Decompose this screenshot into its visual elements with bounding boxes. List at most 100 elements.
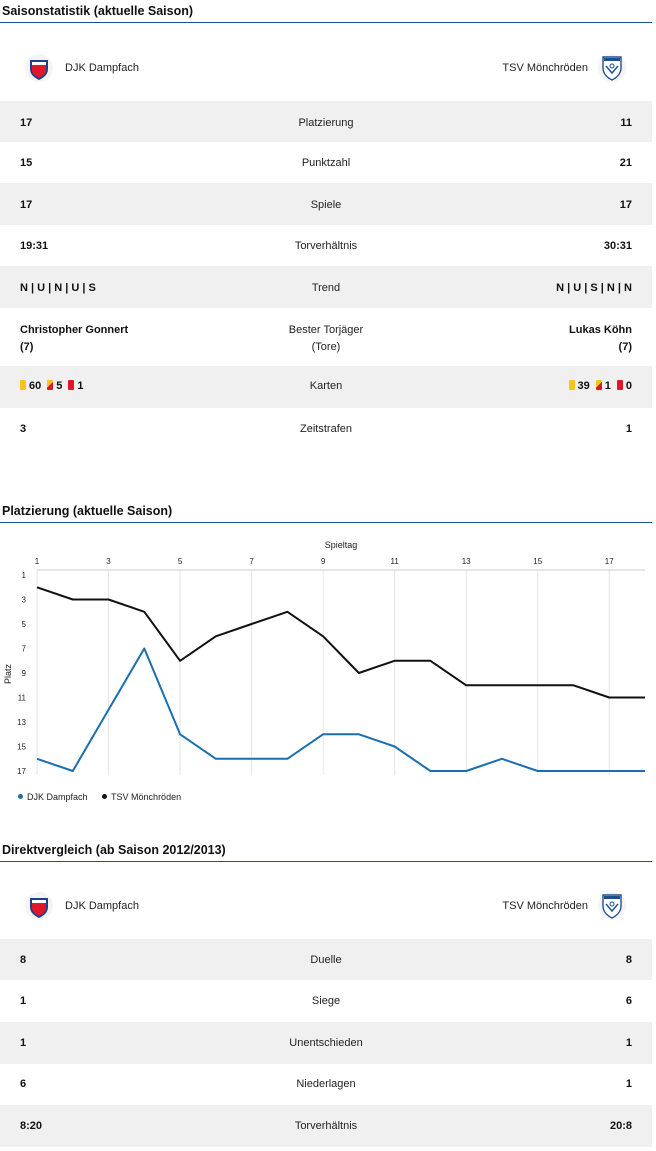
team-header: DJK Dampfach TSV Mönchröden — [0, 45, 652, 95]
stat-label: Spiele — [310, 199, 342, 211]
away-value: 6 — [625, 995, 632, 1007]
home-team-name: DJK Dampfach — [65, 900, 139, 912]
stat-label: Karten — [309, 380, 343, 392]
red-count: 1 — [77, 380, 84, 392]
home-trend: N | U | N | U | S — [20, 282, 96, 294]
away-value: 1 — [625, 1037, 632, 1049]
yellow-red-card-icon — [47, 380, 54, 390]
section-divider — [0, 861, 652, 862]
home-value: 1 — [20, 995, 27, 1007]
legend-label: TSV Mönchröden — [111, 792, 182, 802]
away-value: 17 — [619, 199, 632, 211]
team-header: DJK Dampfach TSV Mönchröden — [0, 883, 652, 933]
stat-label: Torverhältnis — [294, 1120, 358, 1132]
away-value: 30:31 — [603, 240, 632, 252]
stat-row-punktzahl: 15 Punktzahl 21 — [0, 142, 652, 183]
home-value: 6 — [20, 1078, 27, 1090]
chart-legend: DJK Dampfach TSV Mönchröden — [18, 792, 193, 802]
stat-label: Zeitstrafen — [300, 423, 352, 435]
stat-row-platzierung: 17 Platzierung 11 — [0, 101, 652, 142]
y-tick-label: 11 — [18, 694, 27, 703]
stat-label: Unentschieden — [289, 1037, 363, 1049]
yellow-count: 60 — [29, 380, 42, 392]
x-tick-label: 13 — [462, 557, 471, 566]
y-axis-label: Platz — [3, 663, 13, 684]
yellow-red-card-icon — [595, 380, 602, 390]
away-value: 21 — [619, 157, 632, 169]
djk-dampfach-crest-icon — [25, 54, 53, 82]
standings-chart-title: Platzierung (aktuelle Saison) — [2, 504, 173, 518]
series-line-moenchroeden — [36, 586, 645, 699]
x-tick-label: 7 — [249, 557, 254, 566]
tsv-moenchroeden-crest-icon — [598, 54, 626, 82]
tsv-moenchroeden-crest-icon — [598, 892, 626, 920]
away-team-name: TSV Mönchröden — [502, 900, 588, 912]
legend-item-moenchroeden[interactable]: TSV Mönchröden — [102, 792, 181, 802]
home-team-name: DJK Dampfach — [65, 62, 139, 74]
y-tick-label: 15 — [17, 743, 26, 752]
red-count: 0 — [625, 380, 632, 392]
head-to-head-title: Direktvergleich (ab Saison 2012/2013) — [2, 843, 226, 857]
stat-row-top-scorer: Christopher Gonnert (7) Bester Torjäger … — [0, 308, 652, 366]
x-tick-label: 3 — [106, 557, 111, 566]
away-top-scorer-name: Lukas Köhn — [569, 324, 632, 336]
red-card-icon — [68, 380, 75, 390]
x-tick-label: 5 — [178, 557, 183, 566]
y-tick-label: 13 — [17, 718, 26, 727]
season-stats-title: Saisonstatistik (aktuelle Saison) — [2, 4, 194, 18]
home-value: 17 — [20, 199, 33, 211]
away-value: 20:8 — [609, 1120, 632, 1132]
away-cards: 39 1 0 — [568, 380, 632, 392]
stat-row-karten: 60 5 1 Karten 39 1 0 — [0, 366, 652, 408]
chart-series — [36, 586, 645, 772]
stat-label: Platzierung — [298, 117, 354, 129]
y-tick-label: 5 — [22, 620, 27, 629]
x-tick-labels: 1 3 5 7 9 11 13 15 17 — [35, 557, 614, 566]
stat-row-zeitstrafen: 3 Zeitstrafen 1 — [0, 408, 652, 450]
x-axis-label: Spieltag — [325, 540, 358, 550]
series-line-dampfach — [36, 647, 645, 772]
h2h-row-duelle: 8 Duelle 8 — [0, 939, 652, 980]
stat-row-spiele: 17 Spiele 17 — [0, 183, 652, 225]
home-value: 15 — [20, 157, 33, 169]
stat-label: Duelle — [310, 954, 342, 966]
home-value: 19:31 — [20, 240, 49, 252]
away-trend: N | U | S | N | N — [556, 282, 632, 294]
stat-label: Torverhältnis — [294, 240, 358, 252]
h2h-row-siege: 1 Siege 6 — [0, 980, 652, 1022]
stat-label: Siege — [311, 995, 341, 1007]
home-value: 1 — [20, 1037, 27, 1049]
away-value: 1 — [625, 1078, 632, 1090]
away-team-name: TSV Mönchröden — [502, 62, 588, 74]
y-tick-label: 3 — [22, 596, 27, 605]
y-tick-label: 17 — [17, 767, 26, 776]
stat-label: Punktzahl — [301, 157, 351, 169]
x-tick-label: 15 — [533, 557, 542, 566]
home-cards: 60 5 1 — [20, 380, 84, 392]
home-value: 17 — [20, 117, 33, 129]
chart-grid — [36, 569, 645, 775]
x-tick-label: 11 — [390, 557, 399, 566]
djk-dampfach-crest-icon — [25, 892, 53, 920]
standings-line-chart: Spieltag Platz 1 3 5 7 9 11 13 15 17 13579111315… — [3, 540, 645, 776]
section-divider — [0, 22, 652, 23]
yellow-count: 39 — [577, 380, 590, 392]
away-value: 1 — [625, 423, 632, 435]
away-top-scorer-goals: (7) — [618, 341, 632, 353]
legend-item-dampfach[interactable]: DJK Dampfach — [18, 792, 88, 802]
x-tick-label: 9 — [321, 557, 326, 566]
y-tick-label: 7 — [22, 645, 27, 654]
section-divider — [0, 522, 652, 523]
away-value: 8 — [625, 954, 632, 966]
h2h-row-unentschieden: 1 Unentschieden 1 — [0, 1022, 652, 1064]
x-tick-label: 1 — [35, 557, 40, 566]
away-value: 11 — [620, 117, 632, 129]
stat-row-torverhaeltnis: 19:31 Torverhältnis 30:31 — [0, 225, 652, 266]
y-tick-label: 1 — [22, 571, 27, 580]
legend-label: DJK Dampfach — [27, 792, 88, 802]
stat-label-sub: (Tore) — [311, 341, 341, 353]
x-tick-label: 17 — [605, 557, 614, 566]
y-tick-label: 9 — [22, 669, 27, 678]
home-value: 3 — [20, 423, 27, 435]
home-value: 8:20 — [20, 1120, 43, 1132]
